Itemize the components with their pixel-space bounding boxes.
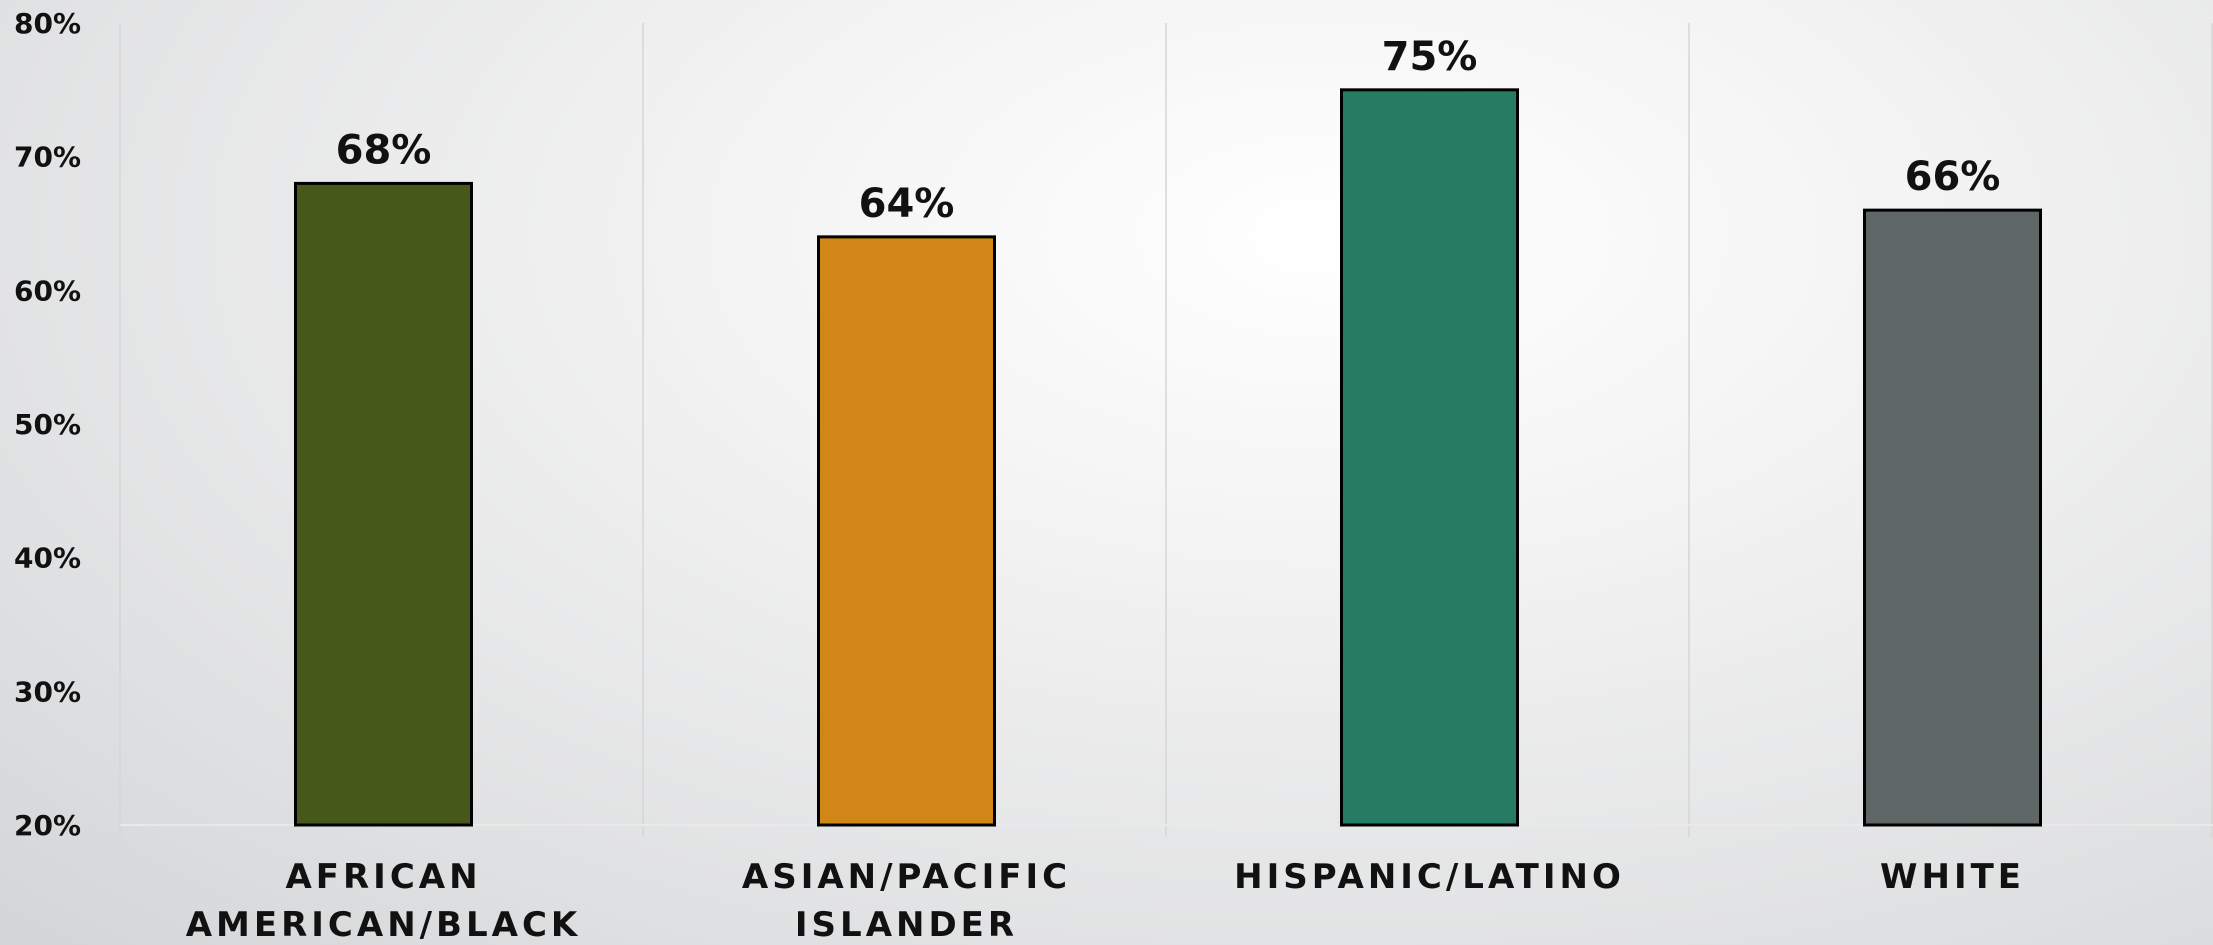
data-label: 68% [336,127,432,173]
x-axis-labels: AFRICAN AMERICAN/BLACK ASIAN/PACIFIC ISLAND… [186,857,2025,945]
x-tick-label-line: ISLANDER [795,905,1018,945]
x-tick-label: HISPANIC/LATINO [1234,857,1625,897]
data-labels: 68% 64% 75% 66% [336,34,2001,227]
bar [1340,88,1519,827]
data-label: 75% [1382,34,1478,80]
x-tick-label: ASIAN/PACIFIC ISLANDER [742,857,1071,945]
y-axis-ticks: 20% 30% 40% 50% 60% 70% 80% [14,7,81,842]
x-tick-label-line: AFRICAN [285,857,481,897]
data-label: 64% [859,181,955,227]
bar [294,181,473,827]
bar [817,235,996,827]
x-tick-label: AFRICAN AMERICAN/BLACK [186,857,582,945]
y-tick-label: 50% [14,408,81,441]
y-tick-label: 30% [14,675,81,708]
data-label: 66% [1905,154,2001,200]
x-tick-label-line: AMERICAN/BLACK [186,905,582,945]
x-tick-label: WHITE [1880,857,2025,897]
x-tick-label-line: WHITE [1880,857,2025,897]
y-tick-label: 70% [14,141,81,174]
y-tick-label: 80% [14,7,81,40]
bars [294,88,2042,827]
y-tick-label: 20% [14,809,81,842]
x-tick-label-line: ASIAN/PACIFIC [742,857,1071,897]
y-tick-label: 40% [14,542,81,575]
bar [1863,208,2042,827]
y-tick-label: 60% [14,274,81,307]
x-tick-label-line: HISPANIC/LATINO [1234,857,1625,897]
